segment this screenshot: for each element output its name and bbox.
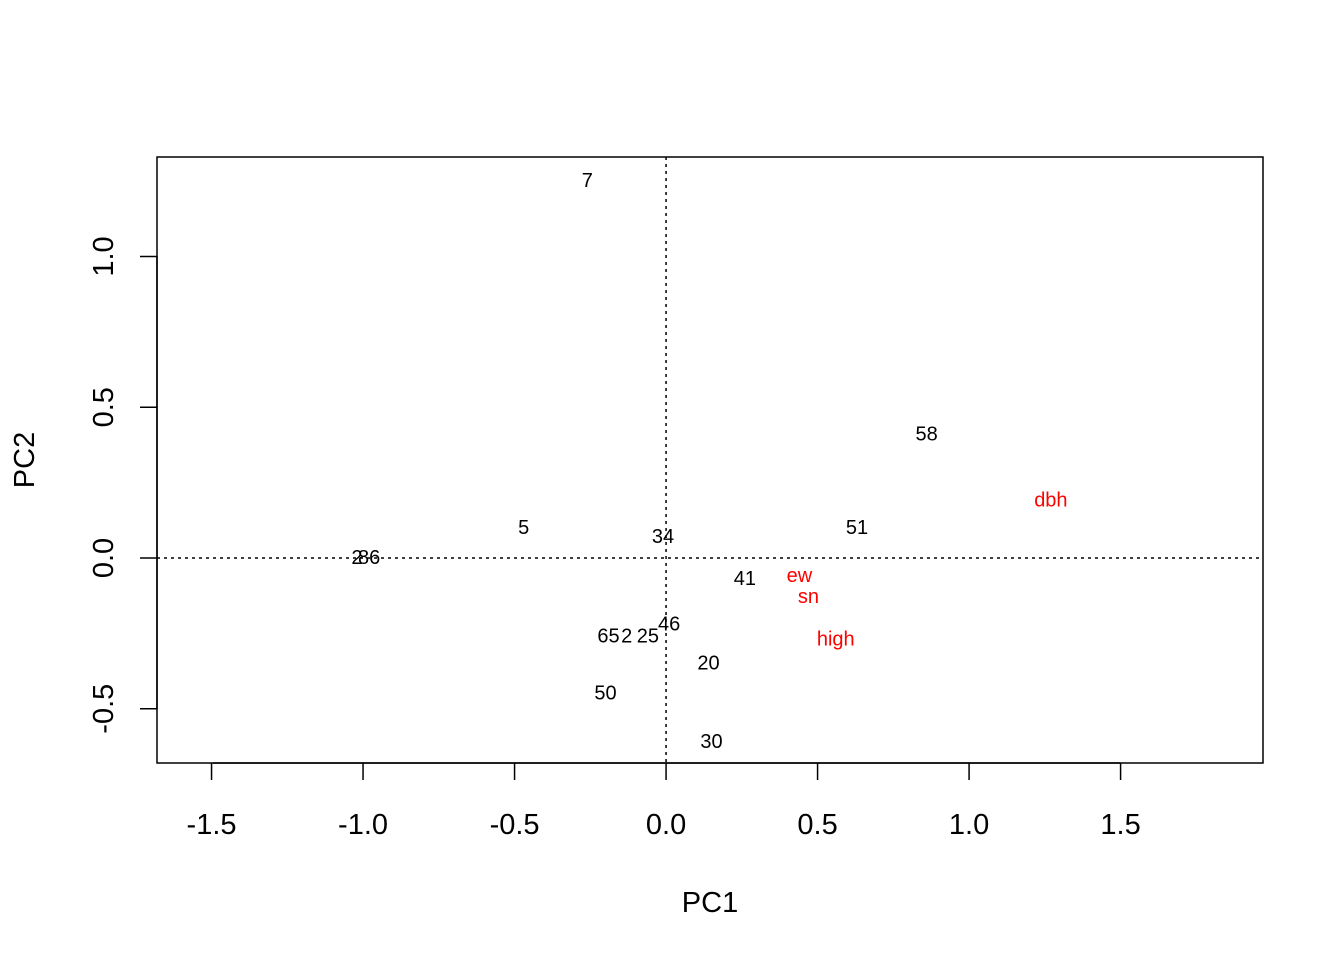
x-axis: -1.5 -1.0 -0.5 0.0 0.5 1.0 1.5 [187, 762, 1141, 841]
variable-label: dbh [1034, 490, 1067, 512]
observation-label: 30 [700, 731, 722, 753]
observation-label: 46 [658, 613, 680, 635]
y-axis: -0.5 0.0 0.5 1.0 [88, 236, 158, 734]
observation-label: 25 [637, 625, 659, 647]
y-tick-label: 0.5 [88, 387, 120, 427]
observation-label: 58 [916, 423, 938, 445]
observation-label: 34 [652, 526, 674, 548]
y-tick-label: -0.5 [88, 684, 120, 734]
variable-label: sn [798, 586, 819, 608]
observation-label: 5 [518, 517, 529, 539]
variable-label: ew [787, 565, 813, 587]
y-tick-label: 0.0 [88, 538, 120, 578]
x-tick-label: -1.0 [338, 809, 388, 841]
x-tick-label: -0.5 [490, 809, 540, 841]
x-tick-label: 1.5 [1100, 809, 1140, 841]
y-tick-label: 1.0 [88, 236, 120, 276]
x-tick-label: 0.0 [646, 809, 686, 841]
x-axis-title: PC1 [682, 887, 738, 919]
observation-label: 20 [697, 653, 719, 675]
y-axis-title: PC2 [9, 432, 41, 488]
observation-label: 51 [846, 517, 868, 539]
reference-lines [157, 157, 1263, 763]
observation-label: 50 [594, 683, 616, 705]
observation-label: 2 [351, 547, 362, 569]
x-tick-label: 0.5 [797, 809, 837, 841]
observation-label: 86 [358, 547, 380, 569]
variable-label: high [817, 628, 855, 650]
observation-label: 7 [582, 170, 593, 192]
observation-label: 41 [734, 568, 756, 590]
x-tick-label: 1.0 [949, 809, 989, 841]
x-tick-label: -1.5 [187, 809, 237, 841]
observation-label: 2 [621, 625, 632, 647]
observation-label: 65 [597, 625, 619, 647]
